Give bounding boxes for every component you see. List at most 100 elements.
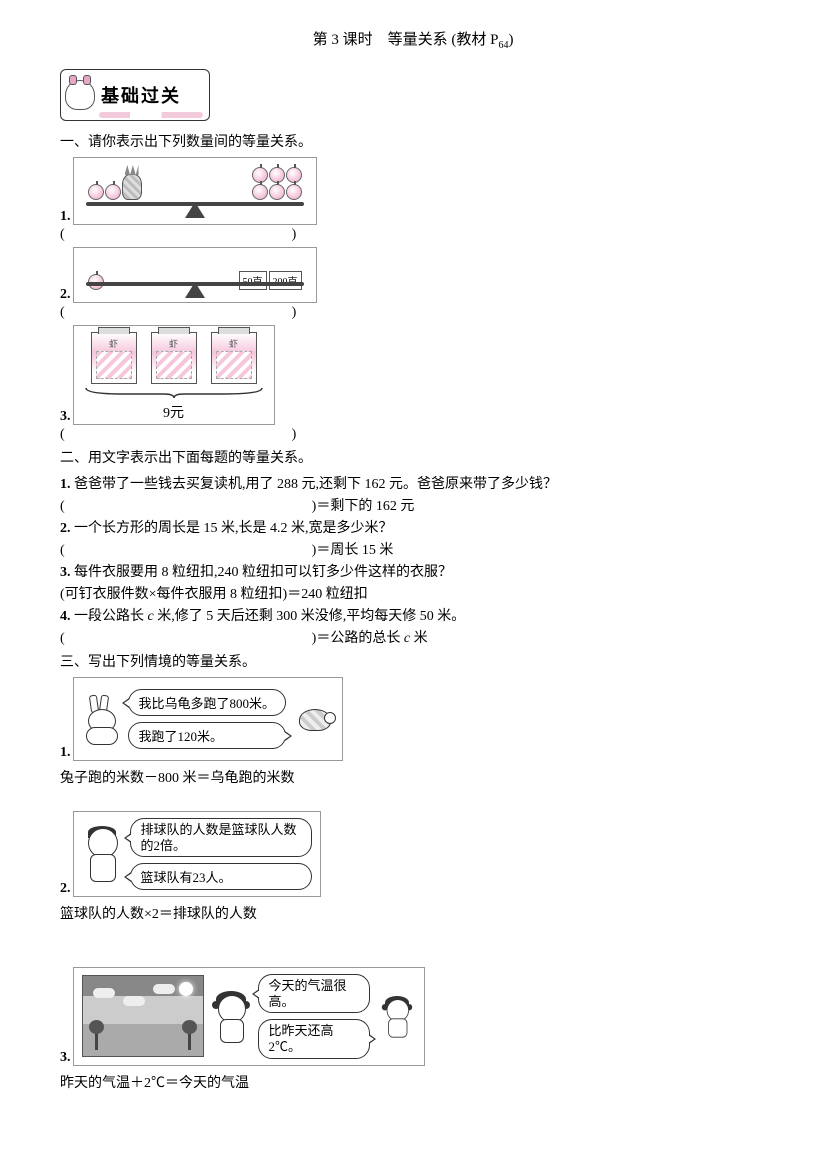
q2-1-num: 1. bbox=[60, 477, 71, 492]
blank-tail-a: )＝公路的总长 bbox=[312, 631, 404, 646]
boy-speech-2: 篮球队有23人。 bbox=[130, 863, 312, 890]
q1-2-num: 2. bbox=[60, 287, 71, 303]
blank-tail: )＝周长 15 米 bbox=[312, 543, 394, 558]
q2-2-text: 一个长方形的周长是 15 米,长是 4.2 米,宽是多少米？ bbox=[74, 521, 393, 536]
section-banner: 基础过关 bbox=[60, 69, 210, 121]
weather-panel: 今天的气温很高。 比昨天还高2℃。 bbox=[73, 967, 425, 1065]
lesson-title: 第 3 课时 等量关系 (教材 P64) bbox=[60, 28, 766, 51]
paren-close: ) bbox=[292, 227, 297, 242]
rabbit-turtle-panel: 我比乌龟多跑了800米。 我跑了120米。 bbox=[73, 677, 344, 761]
apple-icon bbox=[88, 184, 104, 200]
q2-1-blank: ( )＝剩下的 162 元 bbox=[60, 495, 766, 515]
weather-speech-1: 今天的气温很高。 bbox=[258, 974, 370, 1013]
bunny-icon bbox=[82, 695, 120, 743]
worksheet-page: 第 3 课时 等量关系 (教材 P64) 基础过关 一、请你表示出下列数量间的等… bbox=[0, 0, 826, 1134]
paren-open: ( bbox=[60, 227, 65, 242]
apple-icon bbox=[269, 184, 285, 200]
q1-3-num: 3. bbox=[60, 409, 71, 425]
q2-1: 1. 爸爸带了一些钱去买复读机,用了 288 元,还剩下 162 元。爸爸原来带… bbox=[60, 473, 766, 493]
pineapple-icon bbox=[122, 174, 142, 200]
turtle-icon bbox=[294, 704, 334, 734]
bunny-speech: 我比乌龟多跑了800米。 bbox=[128, 689, 287, 716]
q3-1-answer: 兔子跑的米数－800 米＝乌龟跑的米数 bbox=[60, 767, 766, 787]
q2-2: 2. 一个长方形的周长是 15 米,长是 4.2 米,宽是多少米？ bbox=[60, 517, 766, 537]
under-brace bbox=[84, 386, 264, 404]
q3-3-row: 3. 今天的气温很高。 比昨天还高2℃。 bbox=[60, 967, 766, 1065]
q2-4-blank: ( )＝公路的总长 c 米 bbox=[60, 627, 766, 647]
apple-icon bbox=[286, 184, 302, 200]
scale-pivot bbox=[185, 202, 205, 218]
scale2-right-pan: 50克 200克 bbox=[238, 271, 302, 290]
weather-speech-2: 比昨天还高2℃。 bbox=[258, 1019, 370, 1058]
scale-pivot bbox=[185, 282, 205, 298]
blank-tail-b: 米 bbox=[410, 631, 428, 646]
brace-label: 9元 bbox=[84, 402, 264, 422]
q1-1-answer-blank: ( ) bbox=[60, 227, 766, 243]
q2-3: 3. 每件衣服要用 8 粒纽扣,240 粒纽扣可以钉多少件这样的衣服？ bbox=[60, 561, 766, 581]
paren-open: ( bbox=[60, 305, 65, 320]
q2-3-text: 每件衣服要用 8 粒纽扣,240 粒纽扣可以钉多少件这样的衣服？ bbox=[74, 565, 452, 580]
blank-tail: )＝剩下的 162 元 bbox=[312, 499, 415, 514]
q1-1-num: 1. bbox=[60, 209, 71, 225]
q2-4: 4. 一段公路长 c 米,修了 5 天后还剩 300 米没修,平均每天修 50 … bbox=[60, 605, 766, 625]
shrimp-bags-figure: 9元 bbox=[73, 325, 275, 425]
weight-200g: 200克 bbox=[269, 271, 302, 290]
paren-open: ( bbox=[60, 499, 65, 514]
paren-open: ( bbox=[60, 631, 65, 646]
apple-icon bbox=[252, 184, 268, 200]
weight-50g: 50克 bbox=[239, 271, 267, 290]
balance-scale-2: 50克 200克 bbox=[73, 247, 317, 303]
q2-3-num: 3. bbox=[60, 565, 71, 580]
section2-heading: 二、用文字表示出下面每题的等量关系。 bbox=[60, 447, 766, 467]
scale1-left-pan bbox=[88, 174, 142, 200]
q1-1-row: 1. bbox=[60, 157, 766, 225]
cow-icon bbox=[65, 80, 95, 110]
textbook-ref-open: (教材 P bbox=[451, 32, 498, 48]
lesson-topic: 等量关系 bbox=[388, 32, 448, 48]
q3-2-answer: 篮球队的人数×2＝排球队的人数 bbox=[60, 903, 766, 923]
turtle-speech: 我跑了120米。 bbox=[128, 722, 287, 749]
q3-2-num: 2. bbox=[60, 881, 71, 897]
balance-scale-1 bbox=[73, 157, 317, 225]
girl-icon bbox=[212, 989, 250, 1043]
girl-small-icon bbox=[381, 995, 411, 1038]
shrimp-bag-icon bbox=[211, 332, 257, 384]
q2-1-text: 爸爸带了一些钱去买复读机,用了 288 元,还剩下 162 元。爸爸原来带了多少… bbox=[74, 477, 557, 492]
boy-speech: 排球队的人数是篮球队人数的2倍。 bbox=[130, 818, 312, 857]
paren-open: ( bbox=[60, 543, 65, 558]
apple-icon bbox=[105, 184, 121, 200]
section1-heading: 一、请你表示出下列数量间的等量关系。 bbox=[60, 131, 766, 151]
banner-label: 基础过关 bbox=[101, 82, 181, 108]
q1-2-row: 2. 50克 200克 bbox=[60, 247, 766, 303]
q3-2-row: 2. 排球队的人数是篮球队人数的2倍。 篮球队有23人。 bbox=[60, 811, 766, 897]
scale1-right-pan bbox=[252, 167, 302, 200]
q3-1-row: 1. 我比乌龟多跑了800米。 我跑了120米。 bbox=[60, 677, 766, 761]
q2-3-line2: (可钉衣服件数×每件衣服用 8 粒纽扣)＝240 粒纽扣 bbox=[60, 583, 766, 603]
q3-1-num: 1. bbox=[60, 745, 71, 761]
bubble-column: 我比乌龟多跑了800米。 我跑了120米。 bbox=[128, 689, 287, 749]
q2-4-text-b: 米,修了 5 天后还剩 300 米没修,平均每天修 50 米。 bbox=[154, 609, 466, 624]
q3-3-answer: 昨天的气温＋2℃＝今天的气温 bbox=[60, 1072, 766, 1092]
bubble-column: 排球队的人数是篮球队人数的2倍。 篮球队有23人。 bbox=[130, 818, 312, 890]
q2-4-num: 4. bbox=[60, 609, 71, 624]
q2-2-blank: ( )＝周长 15 米 bbox=[60, 539, 766, 559]
textbook-ref-close: ) bbox=[508, 32, 513, 48]
q1-3-answer-blank: ( ) bbox=[60, 427, 766, 443]
boy-icon bbox=[82, 824, 122, 884]
section3-heading: 三、写出下列情境的等量关系。 bbox=[60, 651, 766, 671]
banner-decoration bbox=[99, 112, 203, 118]
shrimp-bag-icon bbox=[91, 332, 137, 384]
q2-4-text-a: 一段公路长 bbox=[74, 609, 148, 624]
paren-close: ) bbox=[292, 305, 297, 320]
landscape-icon bbox=[82, 975, 204, 1057]
textbook-page: 64 bbox=[498, 40, 508, 51]
q3-3-num: 3. bbox=[60, 1050, 71, 1066]
bubble-column: 今天的气温很高。 比昨天还高2℃。 bbox=[258, 974, 370, 1058]
team-panel: 排球队的人数是篮球队人数的2倍。 篮球队有23人。 bbox=[73, 811, 321, 897]
q2-2-num: 2. bbox=[60, 521, 71, 536]
paren-close: ) bbox=[292, 427, 297, 442]
q1-2-answer-blank: ( ) bbox=[60, 305, 766, 321]
paren-open: ( bbox=[60, 427, 65, 442]
lesson-prefix: 第 3 课时 bbox=[313, 32, 373, 48]
shrimp-bag-icon bbox=[151, 332, 197, 384]
